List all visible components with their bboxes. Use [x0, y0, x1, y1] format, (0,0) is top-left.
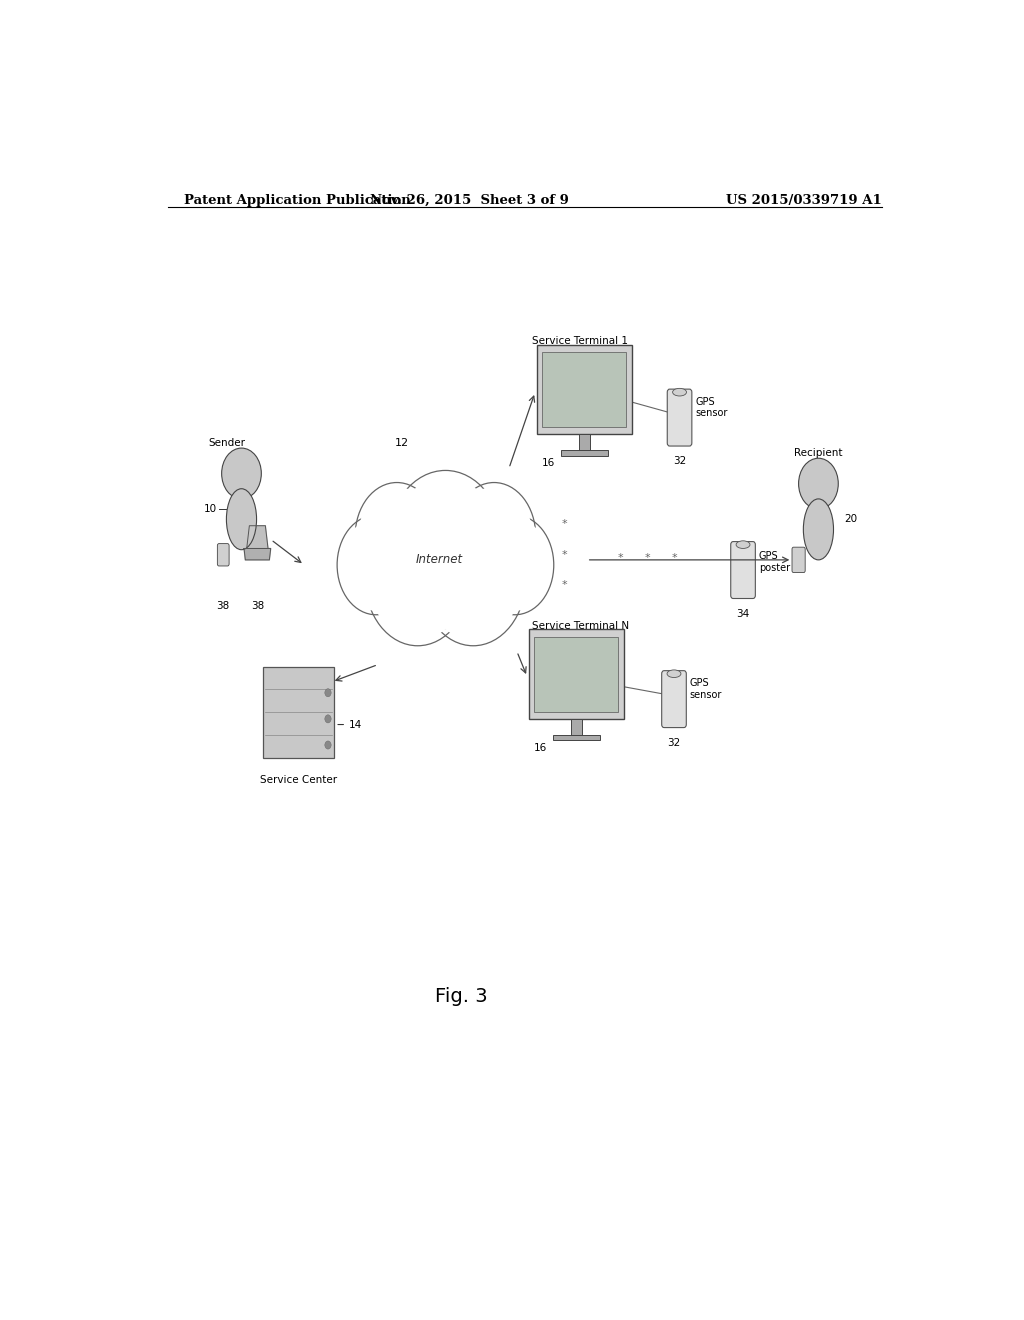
FancyBboxPatch shape — [792, 548, 805, 573]
Text: GPS
sensor: GPS sensor — [695, 396, 728, 418]
Text: Fig. 3: Fig. 3 — [435, 987, 487, 1006]
Circle shape — [369, 516, 466, 640]
Circle shape — [325, 741, 331, 748]
FancyBboxPatch shape — [570, 719, 582, 735]
Circle shape — [365, 511, 470, 645]
Ellipse shape — [673, 388, 686, 396]
Polygon shape — [247, 525, 268, 549]
Ellipse shape — [804, 499, 834, 560]
Text: US 2015/0339719 A1: US 2015/0339719 A1 — [726, 194, 882, 207]
Circle shape — [387, 470, 504, 620]
Text: GPS
poster: GPS poster — [759, 552, 791, 573]
Ellipse shape — [226, 488, 257, 549]
Text: 32: 32 — [673, 457, 686, 466]
FancyBboxPatch shape — [263, 667, 334, 758]
Circle shape — [325, 715, 331, 723]
Circle shape — [425, 516, 522, 640]
Circle shape — [799, 458, 839, 510]
Text: 16: 16 — [535, 743, 547, 752]
Ellipse shape — [736, 541, 750, 548]
Circle shape — [221, 447, 261, 499]
Text: GPS
sensor: GPS sensor — [690, 678, 722, 700]
FancyBboxPatch shape — [543, 352, 627, 426]
Circle shape — [421, 511, 526, 645]
Text: Nov. 26, 2015  Sheet 3 of 9: Nov. 26, 2015 Sheet 3 of 9 — [370, 194, 568, 207]
Text: 34: 34 — [736, 609, 750, 619]
FancyBboxPatch shape — [731, 541, 756, 598]
Circle shape — [337, 515, 415, 615]
Text: 14: 14 — [348, 719, 361, 730]
Circle shape — [479, 519, 551, 611]
FancyBboxPatch shape — [537, 345, 632, 434]
Text: Service Terminal N: Service Terminal N — [531, 620, 629, 631]
FancyBboxPatch shape — [662, 671, 686, 727]
Text: *: * — [617, 553, 623, 562]
FancyBboxPatch shape — [528, 630, 624, 719]
Circle shape — [392, 477, 499, 614]
Text: Recipient: Recipient — [795, 449, 843, 458]
Circle shape — [456, 487, 532, 585]
Text: 38: 38 — [251, 601, 264, 611]
Text: 32: 32 — [668, 738, 681, 747]
FancyBboxPatch shape — [560, 450, 608, 455]
Text: Service Terminal 1: Service Terminal 1 — [532, 337, 629, 346]
Text: 20: 20 — [845, 515, 858, 524]
FancyBboxPatch shape — [217, 544, 229, 566]
Text: 16: 16 — [542, 458, 555, 469]
FancyBboxPatch shape — [535, 636, 618, 711]
Circle shape — [340, 519, 412, 611]
Circle shape — [404, 519, 486, 624]
Circle shape — [453, 483, 536, 589]
Text: 10: 10 — [204, 504, 217, 513]
Text: Sender: Sender — [209, 438, 246, 447]
FancyBboxPatch shape — [553, 735, 600, 741]
Text: *: * — [645, 553, 650, 562]
Circle shape — [401, 515, 489, 628]
Text: 38: 38 — [217, 601, 229, 611]
Text: *: * — [562, 550, 567, 560]
Circle shape — [325, 689, 331, 697]
Text: Internet: Internet — [416, 553, 463, 566]
FancyBboxPatch shape — [579, 434, 590, 450]
Text: 12: 12 — [394, 438, 409, 447]
Text: *: * — [671, 553, 677, 562]
Text: *: * — [562, 519, 567, 529]
Ellipse shape — [667, 671, 681, 677]
Circle shape — [476, 515, 554, 615]
Circle shape — [355, 483, 438, 589]
Text: Patent Application Publication: Patent Application Publication — [183, 194, 411, 207]
Circle shape — [358, 487, 435, 585]
Text: *: * — [562, 581, 567, 590]
Text: Service Center: Service Center — [260, 775, 337, 785]
Polygon shape — [244, 549, 270, 560]
FancyBboxPatch shape — [668, 389, 692, 446]
